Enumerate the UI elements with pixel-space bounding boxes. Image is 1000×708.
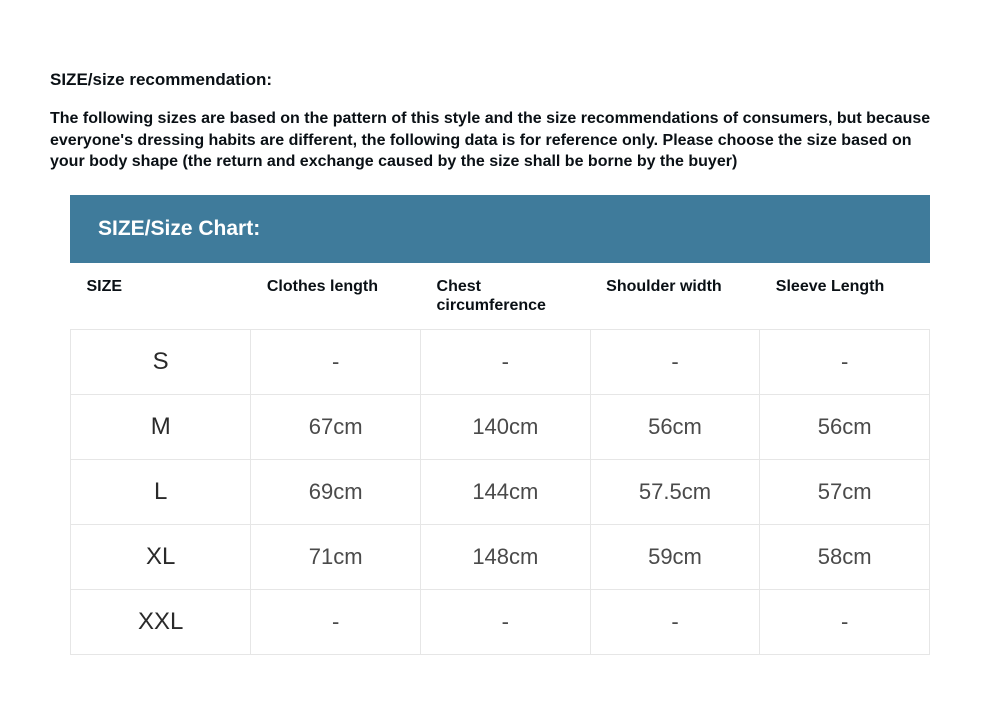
cell-size: XXL: [71, 590, 251, 655]
cell-size: M: [71, 395, 251, 460]
cell-size: S: [71, 330, 251, 395]
table-row: XL 71cm 148cm 59cm 58cm: [71, 525, 930, 590]
table-row: S - - - -: [71, 330, 930, 395]
cell-clothes-length: -: [251, 330, 421, 395]
table-row: L 69cm 144cm 57.5cm 57cm: [71, 460, 930, 525]
size-recommendation-heading: SIZE/size recommendation:: [50, 70, 950, 90]
cell-chest: -: [421, 330, 591, 395]
table-row: XXL - - - -: [71, 590, 930, 655]
cell-sleeve: -: [760, 590, 930, 655]
cell-shoulder: 56cm: [590, 395, 760, 460]
col-header-sleeve: Sleeve Length: [760, 263, 930, 330]
cell-sleeve: 58cm: [760, 525, 930, 590]
cell-clothes-length: 69cm: [251, 460, 421, 525]
col-header-chest: Chest circumference: [421, 263, 591, 330]
size-chart-title: SIZE/Size Chart:: [70, 195, 930, 263]
cell-shoulder: 59cm: [590, 525, 760, 590]
cell-clothes-length: -: [251, 590, 421, 655]
cell-size: L: [71, 460, 251, 525]
cell-clothes-length: 67cm: [251, 395, 421, 460]
cell-sleeve: 56cm: [760, 395, 930, 460]
cell-chest: 144cm: [421, 460, 591, 525]
size-chart: SIZE/Size Chart: SIZE Clothes length Che…: [50, 195, 950, 655]
table-body: S - - - - M 67cm 140cm 56cm 56cm L 69cm …: [71, 330, 930, 655]
size-chart-table: SIZE Clothes length Chest circumference …: [70, 263, 930, 655]
cell-size: XL: [71, 525, 251, 590]
cell-shoulder: -: [590, 590, 760, 655]
cell-shoulder: 57.5cm: [590, 460, 760, 525]
cell-clothes-length: 71cm: [251, 525, 421, 590]
cell-chest: 140cm: [421, 395, 591, 460]
cell-sleeve: 57cm: [760, 460, 930, 525]
col-header-clothes-length: Clothes length: [251, 263, 421, 330]
table-header-row: SIZE Clothes length Chest circumference …: [71, 263, 930, 330]
col-header-size: SIZE: [71, 263, 251, 330]
cell-sleeve: -: [760, 330, 930, 395]
cell-chest: 148cm: [421, 525, 591, 590]
size-recommendation-description: The following sizes are based on the pat…: [50, 108, 950, 173]
cell-chest: -: [421, 590, 591, 655]
col-header-shoulder: Shoulder width: [590, 263, 760, 330]
table-row: M 67cm 140cm 56cm 56cm: [71, 395, 930, 460]
cell-shoulder: -: [590, 330, 760, 395]
